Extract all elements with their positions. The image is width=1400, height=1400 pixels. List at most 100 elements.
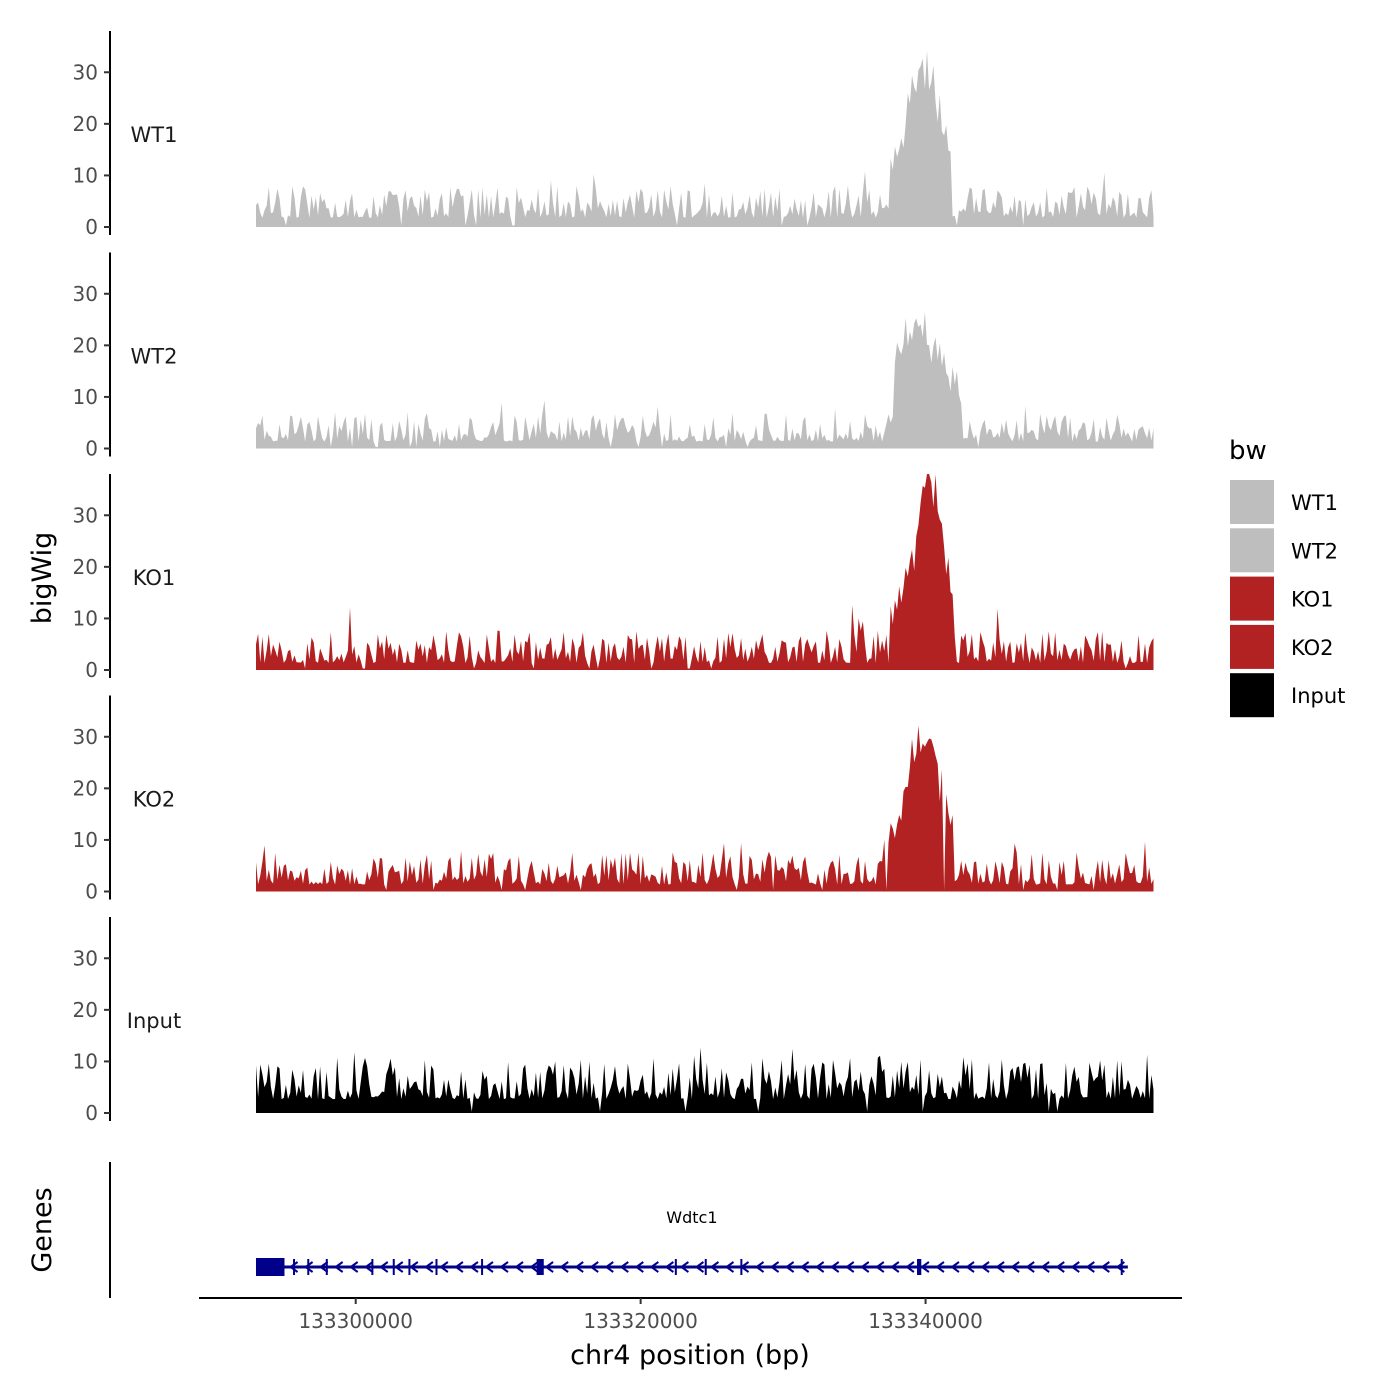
strand-arrow: [995, 1261, 1005, 1273]
y-tick-label: 0: [85, 880, 98, 904]
track-ko2: 0 10 20 30 KO2: [73, 695, 1154, 904]
y-tick-label: 20: [73, 998, 98, 1022]
strand-arrow: [920, 1261, 930, 1273]
y-tick-label: 10: [73, 828, 98, 852]
y-tick-label: 20: [73, 776, 98, 800]
strand-arrow: [784, 1261, 795, 1273]
gene-exon: [293, 1259, 296, 1275]
legend-key-ko1: [1230, 576, 1274, 621]
legend-label-ko2: KO2: [1291, 636, 1334, 660]
strand-arrow: [559, 1261, 569, 1273]
strand-arrow: [814, 1261, 825, 1273]
y-tick-label: 0: [85, 437, 98, 461]
gene-exon: [408, 1259, 411, 1275]
genes-axis-title: Genes: [27, 1187, 58, 1272]
legend-label-wt2: WT2: [1291, 539, 1338, 563]
track-label: WT2: [131, 345, 178, 369]
signal-area-ko1: [255, 474, 1154, 670]
y-axis-title: bigWig: [27, 532, 58, 625]
track-wt2: 0 10 20 30 WT2: [73, 252, 1154, 461]
track-label: KO1: [133, 566, 176, 590]
gene-exon: [255, 1258, 285, 1276]
strand-arrow: [514, 1261, 524, 1273]
strand-arrow: [1100, 1261, 1110, 1273]
strand-arrow: [830, 1261, 840, 1273]
strand-arrow: [364, 1261, 374, 1273]
strand-arrow: [935, 1261, 945, 1273]
strand-arrow: [303, 1261, 314, 1273]
gene-exon: [325, 1259, 328, 1275]
gene-label: Wdtc1: [666, 1208, 717, 1227]
legend-key-wt2: [1230, 528, 1274, 573]
y-tick-label: 30: [73, 282, 98, 306]
strand-arrow: [634, 1261, 644, 1273]
signal-area-wt1: [255, 50, 1154, 228]
strand-arrow: [1070, 1261, 1080, 1273]
signal-tracks: 0 10 20 30 WT1 0 10 20 30 WT2 0 10 20 30 KO1 0 10 20 30 KO2…: [73, 31, 1154, 1125]
strand-arrow: [875, 1261, 885, 1273]
y-tick-label: 30: [73, 725, 98, 749]
strand-arrow: [574, 1261, 584, 1273]
legend-title: bw: [1229, 436, 1267, 466]
gene-model: [255, 1258, 1128, 1276]
gene-exon: [307, 1259, 310, 1275]
strand-arrow: [348, 1261, 359, 1273]
strand-arrow: [1085, 1261, 1095, 1273]
y-tick-label: 20: [73, 555, 98, 579]
gene-exon: [435, 1259, 438, 1275]
signal-area-input: [255, 1047, 1154, 1113]
strand-arrow: [1055, 1261, 1065, 1273]
strand-arrow: [754, 1261, 765, 1273]
strand-arrow: [664, 1261, 674, 1273]
signal-area-ko2: [255, 725, 1154, 892]
y-tick-label: 30: [73, 60, 98, 84]
y-tick-label: 20: [73, 333, 98, 357]
strand-arrow: [454, 1261, 464, 1273]
strand-arrow: [529, 1261, 539, 1273]
strand-arrow: [1010, 1261, 1020, 1273]
track-input: 0 10 20 30 Input: [73, 917, 1154, 1125]
strand-arrow: [484, 1261, 494, 1273]
strand-arrow: [619, 1261, 629, 1273]
signal-area-wt2: [255, 311, 1154, 449]
strand-arrow: [333, 1261, 344, 1273]
y-tick-label: 10: [73, 385, 98, 409]
y-tick-label: 0: [85, 1101, 98, 1125]
legend-label-input: Input: [1291, 684, 1345, 708]
y-tick-label: 10: [73, 1049, 98, 1073]
strand-arrow: [318, 1261, 329, 1273]
legend: bw WT1 WT2 KO1 KO2 Input: [1229, 436, 1345, 718]
y-tick-label: 0: [85, 215, 98, 239]
x-axis-title: chr4 position (bp): [570, 1340, 810, 1371]
strand-arrow: [649, 1261, 659, 1273]
legend-key-input: [1230, 673, 1274, 718]
y-tick-label: 20: [73, 112, 98, 136]
legend-label-ko1: KO1: [1291, 588, 1334, 612]
strand-arrow: [589, 1261, 599, 1273]
strand-arrow: [679, 1261, 689, 1273]
strand-arrow: [950, 1261, 960, 1273]
legend-label-wt1: WT1: [1291, 491, 1338, 515]
strand-arrow: [394, 1261, 404, 1273]
legend-key-wt1: [1230, 480, 1274, 524]
track-ko1: 0 10 20 30 KO1: [73, 474, 1154, 682]
strand-arrow: [1025, 1261, 1035, 1273]
y-tick-label: 10: [73, 606, 98, 630]
strand-arrow: [769, 1261, 780, 1273]
gene-exon: [1120, 1259, 1123, 1275]
legend-key-ko2: [1230, 624, 1274, 669]
y-tick-label: 0: [85, 658, 98, 682]
strand-arrow: [499, 1261, 509, 1273]
gene-exon: [392, 1259, 395, 1275]
strand-arrow: [288, 1261, 299, 1273]
strand-arrow: [709, 1261, 720, 1273]
strand-arrow: [409, 1261, 419, 1273]
x-axis: 133300000 133320000 133340000: [199, 1297, 1182, 1333]
x-tick-label: 133340000: [868, 1309, 983, 1333]
strand-arrow: [694, 1261, 705, 1273]
strand-arrow: [439, 1261, 449, 1273]
track-label: Input: [127, 1009, 181, 1033]
track-wt1: 0 10 20 30 WT1: [73, 31, 1154, 239]
strand-arrow: [980, 1261, 990, 1273]
